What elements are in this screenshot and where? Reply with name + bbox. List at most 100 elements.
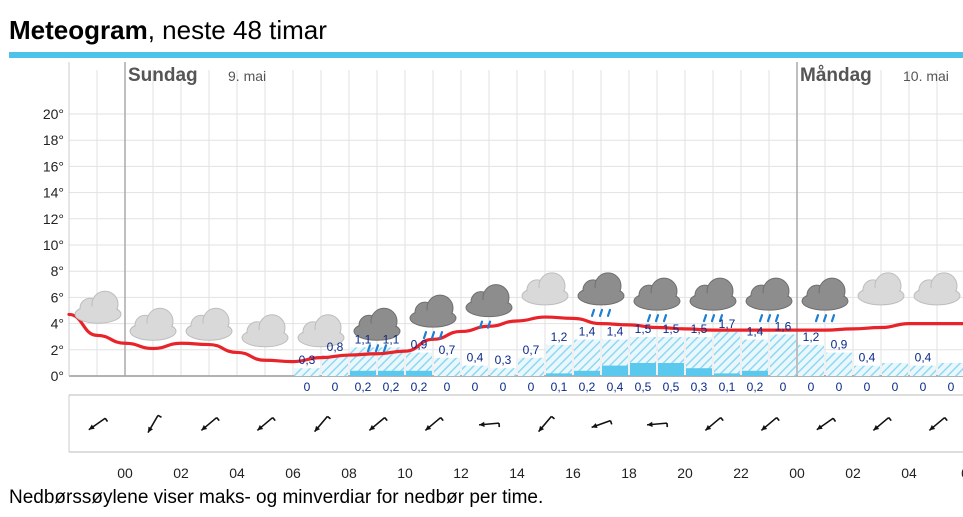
wind-head: [425, 424, 432, 431]
precip-min-bar: [378, 370, 404, 376]
title-rest: , neste 48 timar: [147, 15, 327, 45]
wind-arrow: [256, 416, 276, 432]
precip-max-bar: [854, 365, 880, 376]
precip-max-label: 0,3: [495, 353, 512, 367]
temperature-line: [67, 312, 963, 364]
precip-min-label: 0,3: [691, 380, 708, 394]
raindrop: [766, 314, 772, 323]
x-tick-label: 04: [901, 465, 917, 481]
chart-labels: 20°18°16°14°12°10°8°6°4°2°0°00 02 04 06 08 10…: [43, 65, 963, 481]
raindrop: [710, 314, 716, 323]
x-tick-label: 18: [621, 465, 637, 481]
cloudy-icon: [857, 272, 905, 306]
precip-max-bar: [826, 352, 852, 376]
wind-arrow: [537, 415, 556, 433]
x-tick-label: 00: [117, 465, 133, 481]
wind-arrow: [928, 416, 948, 432]
cloud-part: [691, 293, 735, 310]
y-tick-label: 12°: [43, 211, 64, 227]
raindrop: [702, 314, 708, 323]
y-tick-label: 0°: [51, 368, 64, 384]
precip-max-label: 1,7: [719, 317, 736, 331]
meteogram-chart: 20°18°16°14°12°10°8°6°4°2°0°00 02 04 06 08 10…: [43, 62, 963, 481]
wind-barb: [776, 417, 780, 422]
x-tick-label: 10: [397, 465, 413, 481]
y-tick-label: 2°: [51, 342, 64, 358]
precip-max-label: 0,4: [859, 351, 876, 365]
wind-arrow: [760, 416, 780, 432]
y-tick-label: 8°: [51, 263, 64, 279]
wind-barb: [944, 417, 948, 422]
precip-max-label: 0,9: [411, 338, 428, 352]
precip-max-label: 0,7: [439, 343, 456, 357]
wind-barb: [720, 417, 724, 422]
precip-max-bar: [546, 344, 572, 376]
wind-arrows: [68, 394, 963, 453]
precip-max-bar: [406, 352, 432, 376]
y-tick-label: 14°: [43, 185, 64, 201]
precip-max-label: 0,7: [523, 343, 540, 357]
precip-max-label: 0,9: [831, 338, 848, 352]
x-tick-label: 20: [677, 465, 693, 481]
raindrop: [814, 314, 820, 323]
precip-max-bar: [574, 339, 600, 376]
wind-barb: [157, 414, 162, 419]
cloud-part: [131, 323, 175, 340]
wind-barb: [888, 417, 892, 422]
cloud-part: [187, 323, 231, 340]
precip-max-label: 0,4: [467, 351, 484, 365]
cloud-part: [523, 287, 567, 304]
wind-head: [705, 424, 712, 431]
wind-barb: [216, 417, 220, 422]
wind-barb: [440, 417, 444, 422]
light-rain-cloud-icon: [465, 284, 513, 329]
raindrop: [718, 314, 724, 323]
rain-cloud-icon: [633, 277, 681, 323]
precip-min-label: 0: [892, 380, 899, 394]
precip-max-bar: [742, 339, 768, 376]
precip-min-label: 0,5: [635, 380, 652, 394]
raindrop: [486, 320, 492, 329]
rain-cloud-icon: [577, 272, 625, 317]
precip-min-label: 0: [920, 380, 927, 394]
precip-min-label: 0: [836, 380, 843, 394]
raindrop: [654, 314, 660, 323]
y-tick-label: 20°: [43, 106, 64, 122]
wind-arrow: [368, 416, 388, 432]
precip-min-label: 0,1: [719, 380, 736, 394]
cloud-part: [467, 299, 511, 316]
wind-head: [148, 426, 153, 433]
temperature-series: [67, 312, 963, 364]
precip-min-label: 0: [864, 380, 871, 394]
wind-barb: [609, 420, 613, 425]
cloudy-icon: [521, 272, 569, 306]
wind-head: [647, 421, 653, 428]
wind-arrow: [200, 416, 220, 432]
precip-min-label: 0: [948, 380, 955, 394]
precip-max-label: 0,8: [327, 340, 344, 354]
day-name: Måndag: [800, 65, 872, 86]
precip-min-label: 0: [332, 380, 339, 394]
raindrop: [774, 314, 780, 323]
wind-arrow: [591, 419, 613, 429]
raindrop: [382, 344, 388, 353]
precipitation-bars: [294, 331, 963, 376]
wind-head: [88, 424, 95, 430]
raindrop: [758, 314, 764, 323]
precip-min-label: 0,2: [747, 380, 764, 394]
wind-arrow: [147, 414, 162, 434]
wind-head: [538, 425, 545, 432]
x-tick-label: 02: [845, 465, 861, 481]
wind-barb: [550, 415, 556, 420]
y-tick-label: 6°: [51, 289, 64, 305]
y-tick-label: 10°: [43, 237, 64, 253]
precip-max-label: 1,5: [663, 322, 680, 336]
wind-head: [873, 424, 880, 431]
cloud-part: [355, 323, 399, 340]
precip-min-label: 0,2: [383, 380, 400, 394]
cloud-part: [859, 287, 903, 304]
cloud-part: [243, 329, 287, 346]
wind-head: [314, 425, 321, 432]
wind-arrow: [704, 416, 724, 432]
wind-arrow: [646, 421, 669, 428]
